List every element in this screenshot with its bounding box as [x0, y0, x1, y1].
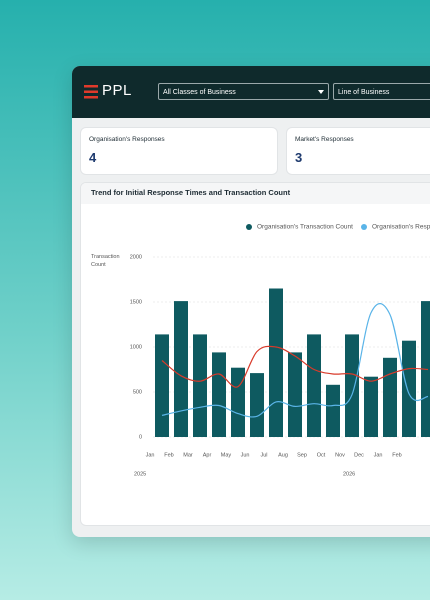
y-tick-label: 1500	[130, 299, 142, 305]
legend-marker	[361, 224, 367, 230]
chart: 0 500 1000 1500 2000 Jan Feb Mar Apr May Jun Jul Aug…	[130, 224, 430, 477]
filter-text: Line of Business	[338, 89, 390, 96]
y-tick-label: 0	[139, 434, 142, 440]
card-label: Organisation's Responses	[89, 136, 165, 143]
chart-header	[81, 183, 430, 204]
x-tick-label: Jan	[146, 452, 155, 458]
bar	[288, 352, 302, 437]
bar	[231, 367, 245, 437]
bar	[364, 376, 378, 437]
x-tick-label: Apr	[203, 452, 212, 458]
bar	[212, 352, 226, 437]
class-filter[interactable]: All Classes of Business	[158, 83, 329, 100]
bar	[326, 384, 340, 437]
bar	[269, 288, 283, 437]
logo-icon	[84, 85, 98, 99]
y-tick-label: 500	[133, 389, 142, 395]
bar	[402, 340, 416, 437]
line	[161, 303, 429, 418]
x-tick-label: Feb	[392, 452, 401, 458]
chart-card: Trend for Initial Response Times and Tra…	[80, 182, 430, 526]
legend-label: Organisation's Transaction Count	[257, 224, 353, 231]
x-tick-label: May	[221, 452, 232, 458]
bar	[155, 334, 169, 437]
top-bar: PPL All Classes of Business Line of Busi…	[72, 66, 430, 118]
x-tick-label: Aug	[278, 452, 288, 458]
dashboard: PPL All Classes of Business Line of Busi…	[72, 66, 430, 537]
card-value: 3	[295, 150, 303, 165]
legend-marker	[246, 224, 252, 230]
y-tick-label: 1000	[130, 344, 142, 350]
bar	[174, 301, 188, 437]
card-value: 4	[89, 150, 97, 165]
year-label: 2025	[134, 471, 146, 477]
card-label: Market's Responses	[295, 136, 354, 143]
chart-title: Trend for Initial Response Times and Tra…	[91, 188, 291, 197]
x-tick-label: Jul	[260, 452, 267, 458]
y-tick-label: 2000	[130, 254, 142, 260]
x-tick-label: Nov	[335, 452, 345, 458]
x-tick-label: Jun	[241, 452, 250, 458]
chevron	[318, 90, 324, 94]
x-tick-label: Oct	[317, 452, 326, 458]
year-label: 2026	[343, 471, 355, 477]
y-axis-label: Transaction Count	[91, 254, 120, 268]
bar	[250, 373, 264, 437]
bar	[383, 357, 397, 437]
logo-text: PPL	[102, 82, 132, 99]
line-filter[interactable]: Line of Business	[333, 83, 430, 100]
filter-text: All Classes of Business	[163, 89, 236, 96]
responses-card: Market's Responses 3	[286, 127, 430, 175]
bar	[193, 334, 207, 437]
bar	[307, 334, 321, 437]
responses-card: Organisation's Responses 4	[80, 127, 278, 175]
x-tick-label: Jan	[374, 452, 383, 458]
x-tick-label: Dec	[354, 452, 364, 458]
x-tick-label: Feb	[164, 452, 173, 458]
x-tick-label: Mar	[183, 452, 193, 458]
line	[161, 345, 429, 388]
bar	[345, 334, 359, 437]
x-tick-label: Sep	[297, 452, 307, 458]
legend-label: Organisation's Respo	[372, 224, 430, 231]
